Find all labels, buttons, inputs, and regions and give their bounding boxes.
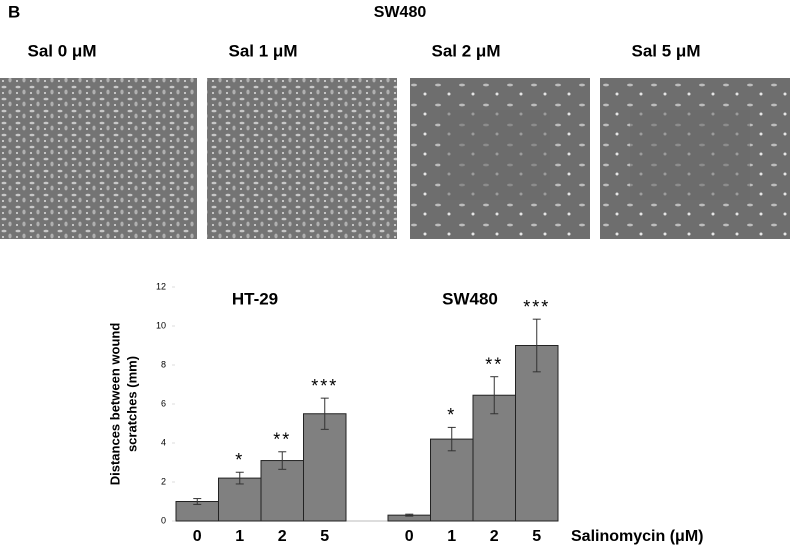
y-tick-label: 10 [156, 320, 166, 330]
significance-label: ** [485, 354, 503, 374]
panel-label: B [8, 2, 20, 21]
y-tick-label: 12 [156, 281, 166, 291]
image-label: Sal 0 μM [28, 41, 97, 60]
y-tick-label: 2 [161, 476, 166, 486]
bar [515, 345, 559, 522]
legend-label: SW480 [442, 289, 498, 308]
x-tick-label: 1 [447, 528, 456, 545]
x-tick-label: 5 [532, 528, 541, 545]
significance-label: *** [523, 297, 550, 317]
significance-label: * [235, 450, 244, 470]
bar [260, 460, 304, 522]
y-axis-label: scratches (mm) [124, 356, 139, 452]
y-tick-label: 6 [161, 398, 166, 408]
legend-label: HT-29 [232, 289, 278, 308]
x-tick-label: 2 [278, 528, 287, 545]
micrograph [0, 78, 197, 239]
y-tick-label: 0 [161, 515, 166, 525]
bar [218, 477, 262, 522]
significance-label: * [447, 405, 456, 425]
wound-gap [440, 110, 550, 200]
significance-label: ** [273, 430, 291, 450]
y-tick-label: 8 [161, 359, 166, 369]
significance-label: *** [311, 376, 338, 396]
x-tick-label: 0 [193, 528, 202, 545]
bar [303, 413, 347, 522]
micrograph [207, 78, 397, 239]
image-label: Sal 1 μM [229, 41, 298, 60]
x-tick-label: 1 [235, 528, 244, 545]
image-label: Sal 5 μM [632, 41, 701, 60]
wound-gap [630, 110, 750, 200]
x-tick-label: 2 [490, 528, 499, 545]
y-axis-label: Distances between wound [107, 323, 122, 486]
y-tick-label: 4 [161, 437, 166, 447]
bar [430, 438, 474, 522]
bar [472, 394, 516, 522]
x-axis-label: Salinomycin (μM) [571, 528, 703, 545]
figure-title: SW480 [374, 4, 427, 21]
image-label: Sal 2 μM [432, 41, 501, 60]
x-tick-label: 0 [405, 528, 414, 545]
x-tick-label: 5 [320, 528, 329, 545]
